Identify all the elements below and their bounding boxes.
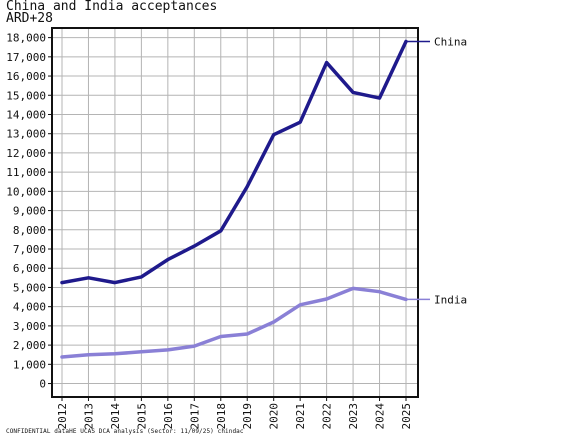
y-tick-label: 11,000 bbox=[6, 166, 46, 179]
x-tick-label: 2017 bbox=[188, 403, 201, 430]
y-tick-label: 9,000 bbox=[13, 205, 46, 218]
y-tick-label: 10,000 bbox=[6, 185, 46, 198]
y-tick-label: 1,000 bbox=[13, 358, 46, 371]
y-tick-label: 5,000 bbox=[13, 281, 46, 294]
y-tick-label: 2,000 bbox=[13, 339, 46, 352]
y-tick-label: 18,000 bbox=[6, 32, 46, 45]
legend-label-india: India bbox=[434, 293, 467, 306]
chart-subtitle: ARD+28 bbox=[6, 11, 53, 26]
x-tick-label: 2021 bbox=[294, 403, 307, 430]
footer-note: CONFIDENTIAL dataHE UCAS DCA analysis (S… bbox=[6, 428, 244, 435]
x-tick-label: 2013 bbox=[82, 403, 95, 430]
legend: China India bbox=[406, 35, 467, 306]
x-tick-label: 2012 bbox=[56, 403, 69, 430]
series-line-china bbox=[60, 39, 408, 285]
x-tick-label: 2020 bbox=[268, 403, 281, 430]
legend-label-china: China bbox=[434, 35, 467, 48]
y-tick-label: 12,000 bbox=[6, 147, 46, 160]
y-axis-ticks: 0 1,000 2,000 3,000 4,000 5,000 6,000 7,000 8,00… bbox=[6, 32, 52, 391]
y-tick-label: 0 bbox=[39, 378, 46, 391]
x-tick-label: 2025 bbox=[400, 403, 413, 430]
y-tick-label: 6,000 bbox=[13, 262, 46, 275]
plot-frame bbox=[51, 27, 419, 398]
x-tick-label: 2016 bbox=[162, 403, 175, 430]
series-line-india bbox=[60, 286, 408, 359]
series-lines bbox=[60, 39, 408, 359]
y-tick-label: 16,000 bbox=[6, 70, 46, 83]
y-tick-label: 3,000 bbox=[13, 320, 46, 333]
x-tick-label: 2023 bbox=[347, 403, 360, 430]
y-tick-label: 8,000 bbox=[13, 224, 46, 237]
chart-title: China and India acceptances bbox=[6, 0, 218, 14]
y-tick-label: 15,000 bbox=[6, 89, 46, 102]
x-axis-ticks: 2012 2013 2014 2015 2016 2017 2018 2019 2020 2021… bbox=[56, 397, 413, 430]
grid bbox=[52, 28, 418, 397]
x-tick-label: 2018 bbox=[215, 403, 228, 430]
y-tick-label: 4,000 bbox=[13, 301, 46, 314]
x-tick-label: 2019 bbox=[241, 403, 254, 430]
x-tick-label: 2022 bbox=[321, 403, 334, 430]
y-tick-label: 14,000 bbox=[6, 108, 46, 121]
y-tick-label: 7,000 bbox=[13, 243, 46, 256]
x-tick-label: 2015 bbox=[135, 403, 148, 430]
x-tick-label: 2014 bbox=[109, 403, 122, 430]
x-tick-label: 2024 bbox=[374, 403, 387, 430]
y-tick-label: 13,000 bbox=[6, 128, 46, 141]
y-tick-label: 17,000 bbox=[6, 51, 46, 64]
